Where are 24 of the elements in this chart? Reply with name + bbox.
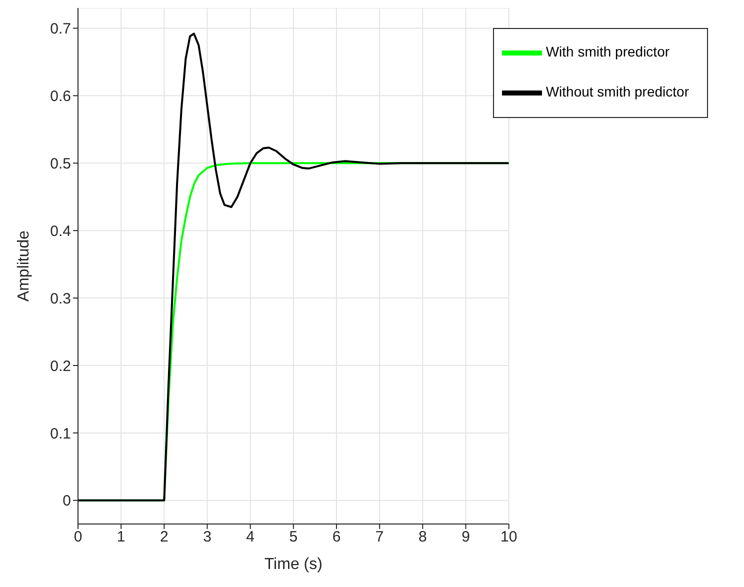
y-tick-label: 0.7 [50,20,71,38]
legend-label: Without smith predictor [546,84,689,100]
x-tick-label: 3 [203,528,212,546]
x-tick-label: 9 [462,528,470,546]
x-tick-label: 1 [116,528,126,546]
x-tick-label: 4 [246,528,255,546]
legend-label: With smith predictor [546,44,670,60]
y-tick-label: 0.4 [50,222,71,240]
y-tick-label: 0.3 [50,290,71,308]
x-tick-label: 10 [500,528,518,546]
y-tick-label: 0 [62,492,71,510]
y-tick-label: 0.2 [50,358,71,375]
y-axis-title: Amplitude [16,230,33,302]
x-axis-title: Time (s) [264,556,322,573]
line-series [78,32,509,502]
x-tick-label: 8 [418,528,427,546]
x-tick-label: 7 [375,528,384,546]
y-tick-label: 0.6 [50,88,71,106]
x-tick-label: 5 [289,528,298,546]
x-tick-label: 6 [332,528,341,546]
y-tick-label: 0.1 [50,425,71,442]
x-tick-label: 0 [74,528,82,546]
y-tick-label: 0.5 [50,155,71,172]
x-tick-label: 2 [160,528,168,546]
